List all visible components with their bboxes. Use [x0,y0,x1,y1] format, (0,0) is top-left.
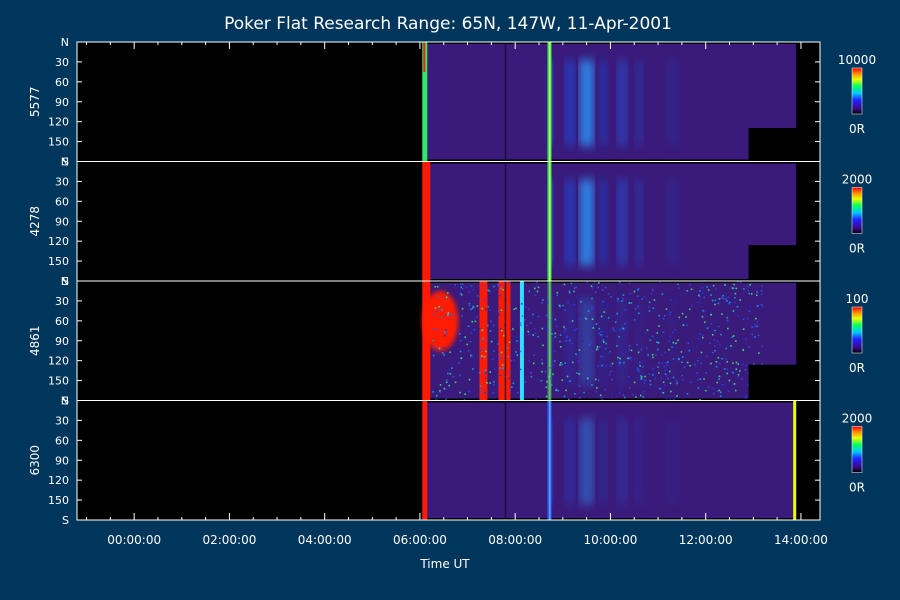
emission-streak [666,299,678,385]
colorbar [852,68,862,114]
bright-column [549,42,551,162]
y-tick-label: 60 [55,315,69,328]
y-tick-label: S [62,514,69,527]
emission-streak [565,418,575,504]
emission-streak [599,418,607,504]
y-axis-label: 5577 [28,86,42,117]
colorbar [852,307,862,353]
data-gap [505,401,507,521]
colorbar-max-label: 2000 [842,412,873,426]
y-tick-label: N [61,395,69,408]
emission-field [422,403,796,519]
colorbar [852,427,862,473]
y-tick-label: 30 [55,175,69,188]
end-column [793,401,796,521]
y-tick-label: 30 [55,56,69,69]
y-tick-label: 150 [48,255,69,268]
emission-streak [617,179,627,265]
emission-streak [599,60,607,146]
emission-streak [580,179,594,265]
onset-column [422,401,427,521]
x-tick-label: 04:00:00 [298,533,352,547]
y-tick-label: 90 [55,96,69,109]
saturated-band [499,281,511,401]
data-gap [505,42,507,162]
x-tick-label: 06:00:00 [393,533,447,547]
colorbar-max-label: 10000 [838,53,876,67]
y-tick-label: 90 [55,335,69,348]
data-gap [505,281,507,401]
y-tick-label: 150 [48,136,69,149]
y-tick-label: 120 [48,235,69,248]
emission-streak [666,179,678,265]
emission-streak [617,418,627,504]
y-axis-label: 4278 [28,206,42,237]
colorbar-min-label: 0R [849,481,865,495]
y-axis-label: 6300 [28,445,42,476]
y-tick-label: 150 [48,494,69,507]
colorbar-min-label: 0R [849,242,865,256]
y-tick-label: 120 [48,116,69,129]
x-tick-label: 10:00:00 [583,533,637,547]
y-tick-label: 90 [55,454,69,467]
emission-streak [635,418,643,504]
x-tick-label: 14:00:00 [774,533,828,547]
emission-field [422,164,796,280]
y-axis-label: 4861 [28,325,42,356]
emission-streak [617,299,627,385]
bright-column [549,162,551,282]
emission-streak [580,418,594,504]
y-tick-label: 120 [48,474,69,487]
y-tick-label: N [61,156,69,169]
x-tick-label: 02:00:00 [202,533,256,547]
y-tick-label: 30 [55,414,69,427]
emission-streak [635,179,643,265]
emission-streak [617,60,627,146]
onset-column [422,162,430,282]
emission-streak [666,60,678,146]
saturated-region [422,291,458,351]
emission-field [422,44,796,160]
x-tick-label: 12:00:00 [679,533,733,547]
emission-streak [565,179,575,265]
y-tick-label: 150 [48,375,69,388]
chart-title: Poker Flat Research Range: 65N, 147W, 11… [224,14,672,34]
colorbar [852,188,862,234]
bright-column [520,281,524,401]
x-tick-label: 08:00:00 [488,533,542,547]
y-tick-label: 90 [55,215,69,228]
panel-6300: N 30 60 90 120 150 S 6300 2000 0R [28,395,872,528]
colorbar-min-label: 0R [849,361,865,375]
x-axis-label: Time UT [419,557,470,571]
colorbar-min-label: 0R [849,122,865,136]
data-gap [505,162,507,282]
colorbar-max-label: 2000 [842,173,873,187]
y-tick-label: 30 [55,295,69,308]
emission-streak [599,179,607,265]
y-tick-label: 60 [55,434,69,447]
emission-streak [565,299,575,385]
x-tick-label: 00:00:00 [107,533,161,547]
y-tick-label: 120 [48,355,69,368]
bright-column [549,281,551,401]
bright-column [549,401,551,521]
y-tick-label: N [61,36,69,49]
y-tick-label: 60 [55,195,69,208]
onset-column [423,42,425,72]
y-tick-label: 60 [55,76,69,89]
emission-streak [666,418,678,504]
y-tick-label: N [61,275,69,288]
emission-streak [565,60,575,146]
emission-streak [580,60,594,146]
emission-streak [635,60,643,146]
colorbar-max-label: 100 [846,292,869,306]
